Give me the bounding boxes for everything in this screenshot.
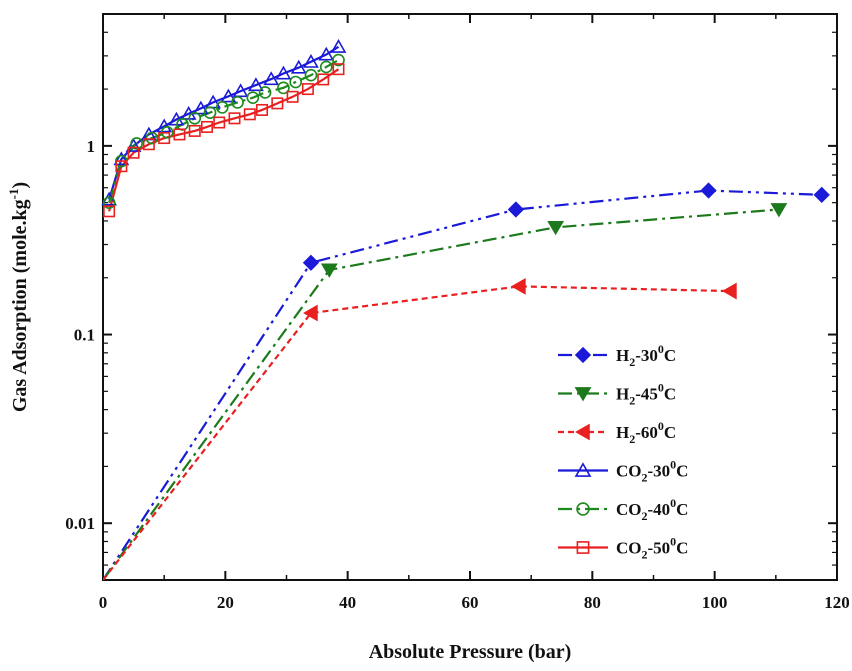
x-tick-label: 40 <box>339 593 356 612</box>
y-tick-label: 0.01 <box>65 514 95 533</box>
data-point <box>130 137 143 150</box>
data-point <box>115 160 128 173</box>
data-point <box>317 73 330 86</box>
legend-label: H2-600C <box>616 419 676 446</box>
data-point <box>231 96 244 109</box>
series-line-0 <box>103 189 822 580</box>
series-line-2 <box>103 285 730 580</box>
legend-label: CO2-300C <box>616 458 688 485</box>
data-point <box>318 46 335 61</box>
data-point <box>232 83 249 98</box>
data-point <box>258 86 272 99</box>
data-point <box>263 71 280 86</box>
data-point <box>125 138 142 152</box>
legend-label: CO2-400C <box>616 496 688 523</box>
legend-label: H2-300C <box>616 342 676 369</box>
data-point <box>156 118 173 133</box>
series-points-2 <box>303 277 737 322</box>
data-point <box>271 97 284 110</box>
data-point <box>145 131 159 145</box>
legend-marker <box>574 387 592 402</box>
data-point <box>289 75 302 89</box>
data-point <box>203 106 217 119</box>
data-point <box>102 196 116 209</box>
data-point <box>243 108 256 121</box>
series-line-1 <box>103 208 779 580</box>
series-markers <box>101 39 830 322</box>
data-point <box>256 103 269 116</box>
x-tick-label: 80 <box>584 593 601 612</box>
data-point <box>302 254 320 271</box>
data-point <box>332 63 345 76</box>
data-point <box>547 220 565 236</box>
data-point <box>319 60 333 74</box>
data-point <box>813 186 830 203</box>
legend-marker <box>574 346 592 364</box>
data-point <box>220 88 237 103</box>
y-axis-title: Gas Adsorption (mole.kg-1) <box>6 182 31 412</box>
series-line-4 <box>108 59 340 203</box>
data-point <box>142 138 155 151</box>
x-tick-label: 120 <box>824 593 850 612</box>
data-point <box>722 282 737 300</box>
y-tick-label: 0.1 <box>74 326 95 345</box>
data-point <box>173 128 186 141</box>
data-point <box>275 65 292 80</box>
data-point <box>127 146 140 159</box>
data-point <box>246 91 260 105</box>
data-point <box>277 81 290 95</box>
y-title-main: Gas Adsorption (mole.kg <box>9 199 31 412</box>
data-point <box>213 116 226 129</box>
data-point <box>511 277 526 295</box>
series-lines <box>103 45 822 580</box>
data-point <box>303 54 319 68</box>
series-points-0 <box>302 182 830 271</box>
plot-frame <box>102 13 838 581</box>
series-points-5 <box>103 63 345 218</box>
data-point <box>215 101 229 114</box>
axis-ticks: 0 20 40 60 80 100 120 0.01 0.1 1 <box>65 14 850 612</box>
data-point <box>301 83 314 96</box>
data-point <box>700 182 717 199</box>
data-point <box>158 132 171 145</box>
x-axis-title: Absolute Pressure (bar) <box>369 641 572 663</box>
data-point <box>507 201 525 218</box>
data-point <box>332 53 345 67</box>
data-point <box>304 68 318 82</box>
legend-label: H2-450C <box>616 381 676 408</box>
legend-marker <box>576 541 590 554</box>
data-point <box>200 120 213 133</box>
data-point <box>290 59 307 74</box>
data-point <box>188 124 201 137</box>
data-point <box>248 77 264 92</box>
series-points-1 <box>320 203 788 278</box>
legend-label: CO2-500C <box>616 535 688 562</box>
data-point <box>286 90 299 103</box>
x-tick-label: 0 <box>99 593 108 612</box>
y-tick-label: 1 <box>87 137 96 156</box>
x-tick-label: 100 <box>702 593 728 612</box>
data-point <box>188 111 202 125</box>
data-point <box>113 151 130 166</box>
data-point <box>103 205 116 218</box>
x-tick-label: 20 <box>217 593 234 612</box>
legend-marker <box>574 462 592 477</box>
data-point <box>303 304 318 322</box>
data-point <box>228 112 241 125</box>
data-point <box>192 100 209 115</box>
y-title-exponent: -1 <box>6 189 21 200</box>
data-point <box>320 263 338 278</box>
y-title-close: ) <box>9 182 31 189</box>
legend-marker <box>576 502 590 516</box>
legend-marker <box>575 423 590 441</box>
legend: H2-300C H2-450C H2-600C CO2-300C CO2-400C CO2… <box>558 342 688 562</box>
data-point <box>330 39 347 53</box>
x-tick-label: 60 <box>462 593 479 612</box>
data-point <box>770 203 788 218</box>
